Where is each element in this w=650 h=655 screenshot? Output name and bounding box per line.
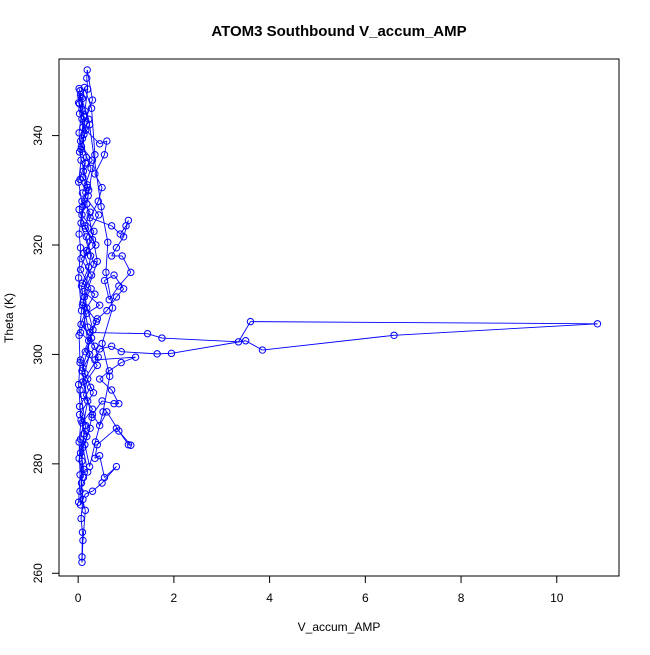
x-tick-label: 2 <box>171 591 178 605</box>
x-tick-label: 10 <box>550 591 564 605</box>
x-tick-label: 8 <box>458 591 465 605</box>
y-tick-label: 320 <box>31 235 45 255</box>
chart-title: ATOM3 Southbound V_accum_AMP <box>211 23 466 40</box>
y-tick-label: 340 <box>31 125 45 145</box>
x-tick-label: 4 <box>266 591 273 605</box>
x-tick-label: 6 <box>362 591 369 605</box>
x-axis-label: V_accum_AMP <box>298 620 381 634</box>
y-axis-label: Theta (K) <box>2 293 16 343</box>
series-line-segment <box>157 353 171 354</box>
x-tick-label: 0 <box>75 591 82 605</box>
y-tick-label: 300 <box>31 344 45 364</box>
y-tick-label: 260 <box>31 563 45 583</box>
y-tick-label: 280 <box>31 454 45 474</box>
